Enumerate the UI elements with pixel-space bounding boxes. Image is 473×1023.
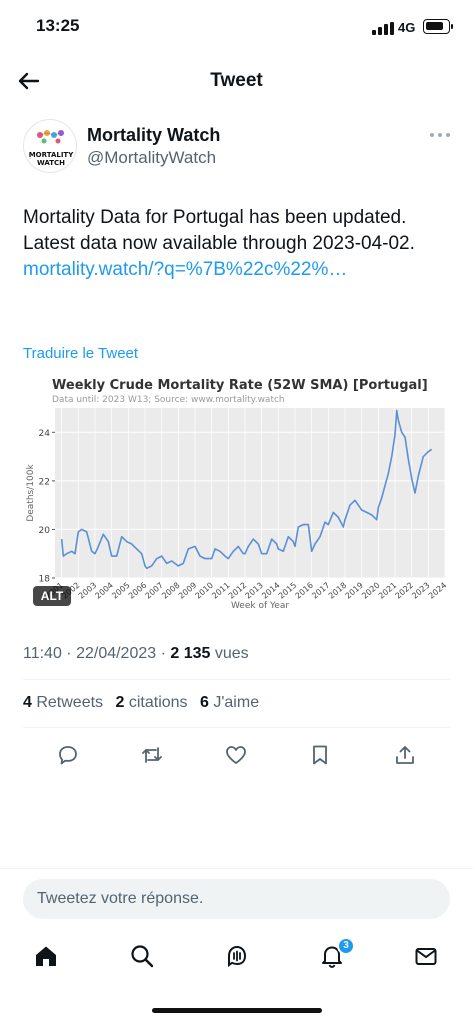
reply-placeholder: Tweetez votre réponse. <box>37 890 204 907</box>
reply-input[interactable]: Tweetez votre réponse. <box>23 879 450 919</box>
divider <box>23 727 450 728</box>
translate-link[interactable]: Traduire le Tweet <box>23 345 139 362</box>
quotes-stat[interactable]: 2 citations <box>115 694 188 711</box>
spaces-icon <box>228 945 247 967</box>
share-icon <box>396 746 414 764</box>
page-title: Tweet <box>210 70 263 91</box>
x-tick-label: 2014 <box>260 581 281 601</box>
author-handle[interactable]: @MortalityWatch <box>87 148 217 167</box>
reply-icon <box>59 746 77 765</box>
plot-area <box>55 408 445 578</box>
alt-badge[interactable]: ALT <box>33 586 71 606</box>
x-axis-label: Week of Year <box>231 601 289 610</box>
x-tick-label: 2021 <box>377 581 398 601</box>
retweet-button[interactable] <box>137 740 167 770</box>
retweets-stat[interactable]: 4 Retweets <box>23 694 104 711</box>
tweet-image[interactable]: 1820222420012002200320042005200620072008… <box>23 372 453 610</box>
mortality-chart: 1820222420012002200320042005200620072008… <box>26 408 448 610</box>
views-label: vues <box>210 645 249 662</box>
x-tick-label: 2004 <box>94 581 115 601</box>
bookmark-icon <box>313 745 327 765</box>
like-icon <box>226 746 246 764</box>
tab-spaces[interactable] <box>222 941 252 971</box>
status-bar: 13:25 4G <box>0 0 473 56</box>
signal-icon <box>372 22 394 35</box>
tab-search[interactable] <box>127 941 157 971</box>
tweet-body: Mortality Data for Portugal has been upd… <box>23 207 415 254</box>
logo-icon <box>37 130 64 144</box>
y-tick-label: 20 <box>39 526 51 536</box>
y-tick-label: 18 <box>39 575 51 585</box>
status-time: 13:25 <box>36 16 80 35</box>
x-tick-label: 2017 <box>310 581 331 601</box>
x-tick-label: 2010 <box>194 581 215 601</box>
avatar-logo-text: MORTALITY WATCH <box>28 151 74 167</box>
tab-notifications[interactable] <box>317 941 347 971</box>
x-tick-label: 2007 <box>144 581 165 601</box>
series-line <box>60 409 433 570</box>
retweet-icon <box>142 747 162 763</box>
battery-icon <box>423 19 453 34</box>
x-tick-label: 2023 <box>410 581 431 601</box>
like-button[interactable] <box>221 740 251 770</box>
arrow-left-icon <box>18 72 40 90</box>
x-tick-label: 2022 <box>394 581 415 601</box>
tab-home[interactable] <box>31 941 61 971</box>
x-tick-label: 2018 <box>327 581 348 601</box>
notification-badge: 3 <box>337 937 355 955</box>
back-button[interactable] <box>14 66 44 96</box>
tweet-link[interactable]: mortality.watch/?q=%7B%22c%22%… <box>23 259 348 280</box>
search-icon <box>131 945 154 968</box>
x-tick-label: 2013 <box>244 581 265 601</box>
views-count: 2 135 <box>170 645 211 662</box>
tweet-stats: 4 Retweets 2 citations 6 J'aime <box>23 694 267 712</box>
chart-subtitle: Data until: 2023 W13; Source: www.mortal… <box>52 395 285 405</box>
author-name[interactable]: Mortality Watch <box>87 125 221 145</box>
avatar[interactable]: MORTALITY WATCH <box>23 119 77 173</box>
x-tick-label: 2024 <box>427 581 448 601</box>
x-tick-label: 2016 <box>294 581 315 601</box>
header: Tweet <box>0 56 473 106</box>
messages-icon <box>415 948 437 965</box>
tweet-text: Mortality Data for Portugal has been upd… <box>23 205 453 283</box>
tweet-meta: 11:40 · 22/04/2023 · 2 135 vues <box>23 645 249 663</box>
x-tick-label: 2012 <box>227 581 248 601</box>
tweet-timestamp: 11:40 · 22/04/2023 · <box>23 645 171 662</box>
x-tick-label: 2006 <box>127 581 148 601</box>
divider <box>0 868 473 869</box>
x-tick-label: 2015 <box>277 581 298 601</box>
notifications-icon <box>322 946 342 968</box>
y-tick-label: 22 <box>39 477 50 487</box>
more-options-button[interactable] <box>428 132 452 140</box>
x-tick-label: 2005 <box>110 581 131 601</box>
likes-stat[interactable]: 6 J'aime <box>200 694 260 711</box>
divider <box>23 679 450 680</box>
bookmark-button[interactable] <box>305 740 335 770</box>
home-icon <box>36 946 56 966</box>
reply-button[interactable] <box>53 740 83 770</box>
x-tick-label: 2009 <box>177 581 198 601</box>
network-label: 4G <box>398 20 416 35</box>
chart-title: Weekly Crude Mortality Rate (52W SMA) [P… <box>52 378 428 393</box>
x-tick-label: 2020 <box>360 581 381 601</box>
home-indicator <box>152 1008 322 1013</box>
x-tick-label: 2003 <box>77 581 98 601</box>
x-tick-label: 2008 <box>160 581 181 601</box>
share-button[interactable] <box>390 740 420 770</box>
x-tick-label: 2019 <box>344 581 365 601</box>
x-tick-label: 2011 <box>210 581 231 601</box>
y-tick-label: 24 <box>39 429 51 439</box>
tab-messages[interactable] <box>411 941 441 971</box>
y-axis-label: Deaths/100k <box>26 464 36 522</box>
